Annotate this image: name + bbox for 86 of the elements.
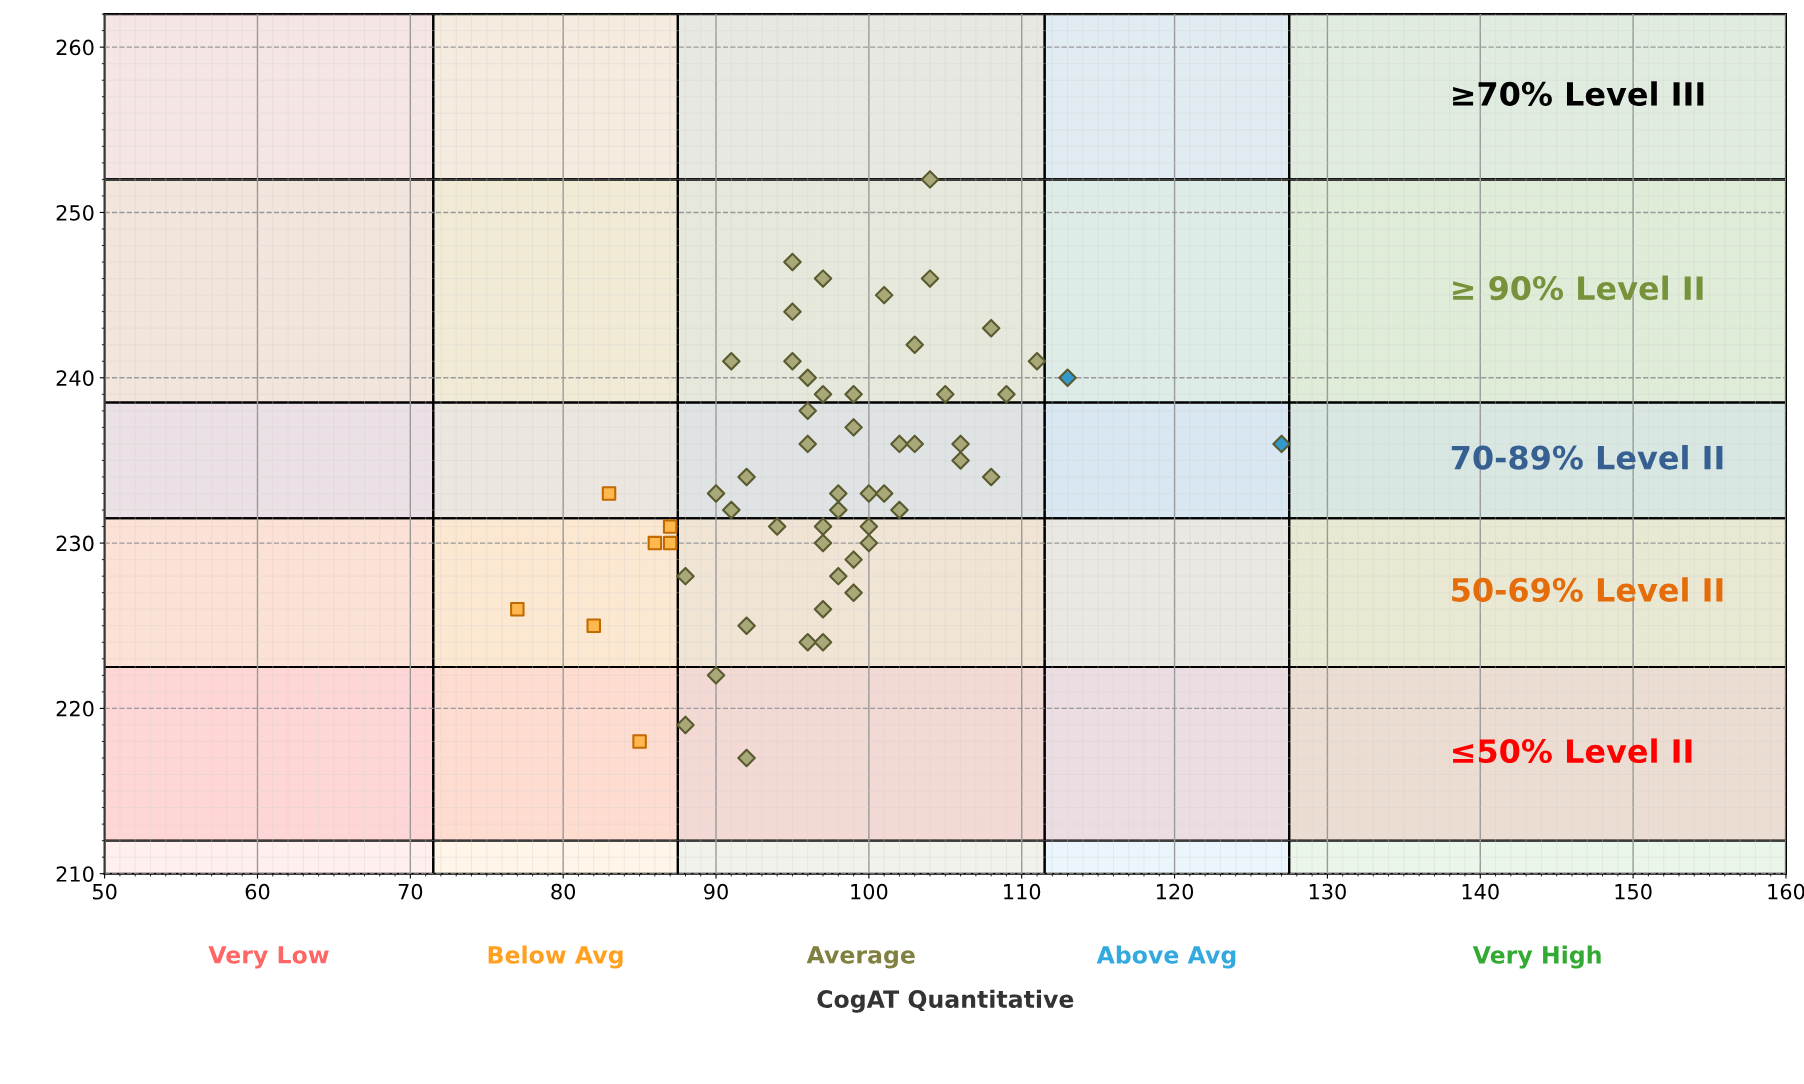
point [662, 535, 678, 551]
x-tick-label: 100 [851, 883, 888, 900]
point [905, 434, 924, 454]
point [706, 666, 726, 685]
point [510, 601, 525, 617]
point [844, 583, 863, 602]
point [874, 285, 894, 305]
point [813, 517, 833, 536]
point [1058, 368, 1077, 388]
point [813, 533, 833, 553]
point [676, 566, 695, 586]
point [859, 517, 879, 536]
x-tick-label: 130 [1309, 883, 1346, 900]
point [920, 170, 940, 189]
point [890, 500, 909, 520]
point [737, 467, 756, 487]
point [844, 550, 863, 569]
point [798, 368, 817, 388]
x-tick-label: 110 [1004, 883, 1041, 900]
point [874, 484, 894, 503]
point [813, 633, 833, 652]
point [829, 484, 848, 503]
x-tick-label: 80 [551, 883, 576, 900]
point [783, 302, 802, 321]
band-label: 50-69% Level II [1452, 577, 1723, 602]
point [813, 385, 833, 404]
point [706, 484, 726, 503]
point [951, 434, 970, 454]
point [798, 401, 817, 421]
y-tick-label: 230 [56, 535, 94, 552]
point [1027, 351, 1047, 371]
point [844, 385, 863, 404]
y-tick-label: 220 [56, 700, 94, 717]
point [905, 335, 924, 354]
band-label: ≥70% Level III [1453, 81, 1704, 107]
point [783, 252, 802, 272]
point [783, 351, 802, 371]
point [767, 517, 787, 536]
point [859, 484, 879, 503]
point [951, 451, 970, 470]
x-tick-label: 60 [245, 883, 270, 900]
point [920, 269, 940, 288]
point [722, 500, 741, 520]
band-label: ≤50% Level II [1453, 738, 1692, 764]
point [647, 535, 663, 551]
band-label: Below Avg [488, 945, 623, 969]
point [890, 434, 909, 454]
point [981, 467, 1001, 487]
point [813, 599, 833, 619]
x-tick-label: 150 [1615, 883, 1652, 900]
point [829, 500, 848, 520]
point [632, 734, 647, 749]
band-label: 70-89% Level II [1451, 444, 1723, 470]
point [859, 533, 879, 553]
point [737, 616, 756, 635]
point [936, 385, 955, 404]
band-label: Very Low [208, 946, 329, 969]
x-tick-label: 90 [704, 883, 728, 900]
y-tick-label: 250 [56, 204, 94, 221]
point [981, 318, 1001, 338]
x-tick-label: 120 [1156, 883, 1194, 900]
y-tick-label: 260 [56, 39, 94, 56]
point [601, 486, 617, 501]
x-tick-label: 50 [92, 883, 117, 900]
band-label: Average [806, 946, 915, 969]
point [813, 269, 833, 288]
point [798, 434, 817, 454]
point [798, 633, 817, 652]
band-label: ≥ 90% Level II [1453, 275, 1703, 301]
point [1272, 434, 1291, 454]
point [722, 351, 741, 371]
point [586, 618, 601, 633]
point [997, 385, 1016, 404]
y-tick-label: 210 [56, 866, 94, 882]
point [676, 715, 695, 735]
point [829, 566, 848, 586]
point [844, 418, 863, 437]
x-axis-title: CogAT Quantitative [817, 989, 1074, 1013]
point [737, 748, 756, 768]
band-label: Very High [1472, 945, 1601, 969]
x-tick-label: 70 [398, 883, 423, 900]
band-label: Above Avg [1096, 945, 1236, 969]
point [662, 519, 678, 534]
x-tick-label: 140 [1462, 883, 1499, 900]
y-tick-label: 240 [56, 370, 94, 386]
x-tick-label: 160 [1768, 883, 1804, 900]
